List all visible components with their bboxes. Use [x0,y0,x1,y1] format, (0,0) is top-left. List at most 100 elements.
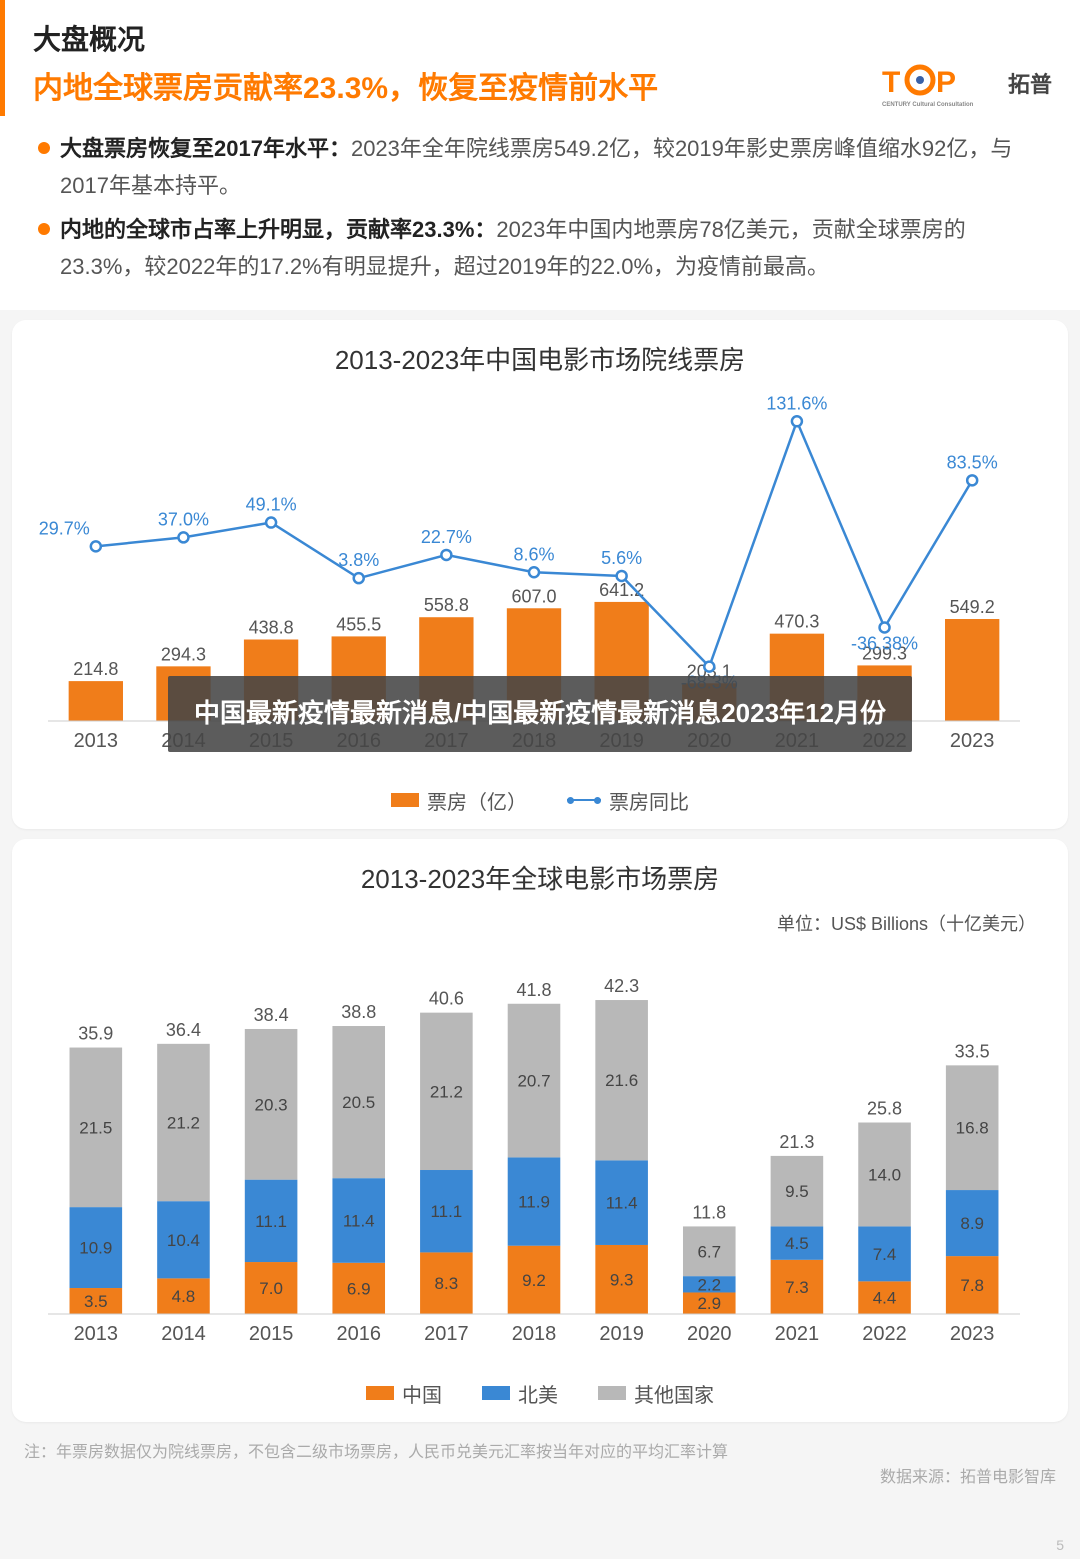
svg-text:37.0%: 37.0% [158,509,209,529]
svg-text:21.6: 21.6 [605,1071,638,1090]
page-number: 5 [1056,1537,1064,1553]
svg-text:21.2: 21.2 [167,1113,200,1132]
svg-text:49.1%: 49.1% [246,494,297,514]
svg-text:2013: 2013 [74,730,119,752]
legend-swatch-box [391,793,419,807]
legend-swatch-line [567,799,601,801]
svg-text:4.8: 4.8 [172,1287,196,1306]
legend-item: 中国 [366,1379,442,1408]
svg-text:2020: 2020 [687,1323,732,1345]
legend-label: 中国 [402,1379,442,1408]
svg-text:7.4: 7.4 [873,1244,897,1263]
svg-text:2022: 2022 [862,1323,907,1345]
chart2-svg: 3.5 10.9 21.5 35.9 2013 4.8 10.4 21.2 36.4 2014 7.… [34,944,1034,1364]
svg-text:2023: 2023 [950,1323,995,1345]
bullet-bold: 内地的全球市占率上升明显，贡献率23.3%： [60,217,496,242]
svg-text:2021: 2021 [775,1323,820,1345]
svg-text:11.1: 11.1 [255,1211,287,1230]
svg-text:41.8: 41.8 [516,979,551,999]
svg-text:14.0: 14.0 [868,1165,901,1184]
legend-label: 票房同比 [609,786,689,815]
footnote-line2: 数据来源：拓普电影智库 [24,1465,1056,1491]
chart2-unit: 单位：US$ Billions（十亿美元） [34,910,1046,936]
svg-text:7.0: 7.0 [259,1279,283,1298]
svg-text:33.5: 33.5 [955,1041,990,1061]
svg-text:T: T [882,66,900,99]
summary-bullets: 大盘票房恢复至2017年水平：2023年全年院线票房549.2亿，较2019年影… [0,116,1080,310]
svg-text:22.7%: 22.7% [421,527,472,547]
svg-text:20.3: 20.3 [255,1095,288,1114]
svg-text:470.3: 470.3 [774,611,819,631]
chart2-plot: 3.5 10.9 21.5 35.9 2013 4.8 10.4 21.2 36.4 2014 7.… [34,944,1046,1369]
svg-text:7.3: 7.3 [785,1277,809,1296]
svg-text:36.4: 36.4 [166,1019,201,1039]
svg-text:9.5: 9.5 [785,1182,809,1201]
svg-text:83.5%: 83.5% [947,452,998,472]
svg-text:21.2: 21.2 [430,1082,463,1101]
svg-text:641.2: 641.2 [599,579,644,599]
svg-text:131.6%: 131.6% [766,393,827,413]
svg-text:2013: 2013 [74,1323,119,1345]
svg-text:2023: 2023 [950,730,995,752]
top-logo-icon: T P CENTURY Cultural Consultation [882,62,1002,108]
svg-text:8.9: 8.9 [960,1214,984,1233]
svg-text:5.6%: 5.6% [601,548,642,568]
legend-label: 北美 [518,1379,558,1408]
bullet-bold: 大盘票房恢复至2017年水平： [60,136,351,161]
svg-text:CENTURY Cultural Consultation: CENTURY Cultural Consultation [882,102,974,108]
svg-text:10.4: 10.4 [167,1230,200,1249]
svg-text:11.8: 11.8 [692,1202,726,1222]
svg-text:6.9: 6.9 [347,1279,371,1298]
svg-text:4.5: 4.5 [785,1234,809,1253]
chart1-card: 2013-2023年中国电影市场院线票房 214.82013294.320144… [12,320,1068,829]
svg-text:25.8: 25.8 [867,1098,902,1118]
svg-text:16.8: 16.8 [956,1118,989,1137]
chart2-title: 2013-2023年全球电影市场票房 [34,859,1046,896]
svg-text:8.6%: 8.6% [513,544,554,564]
legend-item: 北美 [482,1379,558,1408]
svg-text:10.9: 10.9 [79,1238,112,1257]
svg-text:35.9: 35.9 [78,1023,113,1043]
svg-text:11.4: 11.4 [606,1193,638,1212]
svg-text:-36.38%: -36.38% [851,633,918,653]
svg-text:21.5: 21.5 [79,1118,112,1137]
chart1-title: 2013-2023年中国电影市场院线票房 [34,340,1046,377]
svg-text:29.7%: 29.7% [39,518,90,538]
svg-text:11.1: 11.1 [430,1202,462,1221]
page-header: 大盘概况 内地全球票房贡献率23.3%，恢复至疫情前水平 T P CENTURY… [0,0,1080,116]
svg-text:455.5: 455.5 [336,614,381,634]
svg-text:2017: 2017 [424,1323,469,1345]
svg-text:4.4: 4.4 [873,1288,897,1307]
svg-text:607.0: 607.0 [511,586,556,606]
svg-text:11.4: 11.4 [343,1211,375,1230]
legend-item: 票房（亿） [391,786,527,815]
svg-text:42.3: 42.3 [604,976,639,996]
footnote-line1: 注：年票房数据仅为院线票房，不包含二级市场票房，人民币兑美元汇率按当年对应的平均… [24,1440,1056,1466]
svg-text:2.9: 2.9 [697,1294,721,1313]
svg-text:2019: 2019 [599,1323,644,1345]
svg-text:3.5: 3.5 [84,1292,108,1311]
overlay-banner: 中国最新疫情最新消息/中国最新疫情最新消息2023年12月份 [168,676,912,752]
legend-item: 票房同比 [567,786,689,815]
header-title-row: 内地全球票房贡献率23.3%，恢复至疫情前水平 T P CENTURY Cult… [33,62,1052,108]
svg-text:214.8: 214.8 [73,659,118,679]
header-kicker: 大盘概况 [33,18,1052,58]
bullet-item: 大盘票房恢复至2017年水平：2023年全年院线票房549.2亿，较2019年影… [60,130,1040,205]
svg-text:6.7: 6.7 [697,1242,721,1261]
svg-text:2016: 2016 [336,1323,381,1345]
legend-swatch-box [482,1386,510,1400]
header-title: 内地全球票房贡献率23.3%，恢复至疫情前水平 [33,63,658,107]
svg-text:2014: 2014 [161,1323,206,1345]
brand-logo: T P CENTURY Cultural Consultation 拓普 [882,62,1052,108]
svg-text:9.3: 9.3 [610,1270,634,1289]
legend-item: 其他国家 [598,1379,714,1408]
svg-text:2.2: 2.2 [697,1275,721,1294]
chart1-legend: 票房（亿） 票房同比 [34,786,1046,815]
svg-text:20.5: 20.5 [342,1093,375,1112]
legend-label: 票房（亿） [427,786,527,815]
svg-text:2018: 2018 [512,1323,557,1345]
svg-text:38.4: 38.4 [254,1005,289,1025]
svg-text:7.8: 7.8 [960,1276,984,1295]
brand-text: 拓普 [1008,73,1052,96]
svg-text:21.3: 21.3 [779,1131,814,1151]
